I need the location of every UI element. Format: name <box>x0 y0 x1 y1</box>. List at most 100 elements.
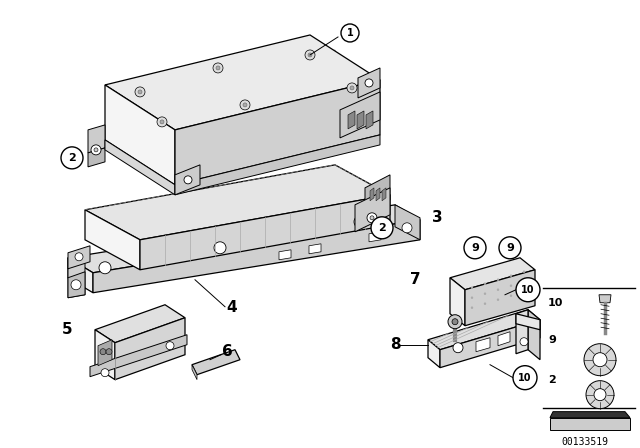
Circle shape <box>99 262 111 274</box>
Circle shape <box>484 283 486 285</box>
Polygon shape <box>450 278 465 326</box>
Polygon shape <box>366 111 373 129</box>
Polygon shape <box>175 80 380 185</box>
Circle shape <box>497 289 499 291</box>
Polygon shape <box>365 175 390 213</box>
Circle shape <box>71 280 81 290</box>
Circle shape <box>106 349 112 355</box>
Circle shape <box>350 86 354 90</box>
Polygon shape <box>370 188 374 201</box>
Circle shape <box>523 271 525 273</box>
Circle shape <box>513 366 537 390</box>
Polygon shape <box>68 258 93 293</box>
Polygon shape <box>115 318 185 379</box>
Polygon shape <box>465 270 535 326</box>
Circle shape <box>484 293 486 295</box>
Circle shape <box>75 253 83 261</box>
Circle shape <box>243 103 247 107</box>
Circle shape <box>499 237 521 259</box>
Polygon shape <box>98 340 112 366</box>
Circle shape <box>593 353 607 367</box>
Polygon shape <box>599 295 611 303</box>
Circle shape <box>138 90 142 94</box>
Polygon shape <box>88 148 105 167</box>
Circle shape <box>100 349 106 355</box>
Circle shape <box>240 100 250 110</box>
Polygon shape <box>175 135 380 195</box>
Polygon shape <box>192 365 197 379</box>
Circle shape <box>497 279 499 281</box>
Polygon shape <box>498 332 510 346</box>
Polygon shape <box>376 188 380 201</box>
Circle shape <box>464 237 486 259</box>
Polygon shape <box>550 412 630 418</box>
Circle shape <box>216 66 220 70</box>
Text: 5: 5 <box>62 322 72 337</box>
Polygon shape <box>140 195 390 270</box>
Polygon shape <box>85 210 140 270</box>
Circle shape <box>484 303 486 305</box>
Polygon shape <box>68 205 420 273</box>
Circle shape <box>471 287 473 289</box>
Circle shape <box>347 83 357 93</box>
Circle shape <box>370 216 374 220</box>
Polygon shape <box>550 418 630 430</box>
Circle shape <box>523 281 525 283</box>
Circle shape <box>453 343 463 353</box>
Text: 7: 7 <box>410 272 420 287</box>
Text: 9: 9 <box>471 243 479 253</box>
Polygon shape <box>476 338 490 352</box>
Text: 10: 10 <box>521 285 535 295</box>
Text: 2: 2 <box>68 153 76 163</box>
Text: 00133519: 00133519 <box>561 437 609 447</box>
Circle shape <box>586 381 614 409</box>
Circle shape <box>402 223 412 233</box>
Circle shape <box>166 342 174 350</box>
Text: 6: 6 <box>222 344 233 359</box>
Circle shape <box>214 242 226 254</box>
Polygon shape <box>440 320 540 368</box>
Circle shape <box>510 285 512 287</box>
Circle shape <box>91 145 101 155</box>
Polygon shape <box>358 68 380 98</box>
Circle shape <box>160 120 164 124</box>
Circle shape <box>594 389 606 401</box>
Polygon shape <box>382 188 386 201</box>
Circle shape <box>510 295 512 297</box>
Text: 1: 1 <box>347 28 353 38</box>
Polygon shape <box>528 310 540 360</box>
Circle shape <box>448 315 462 329</box>
Polygon shape <box>395 205 420 240</box>
Polygon shape <box>355 188 390 232</box>
Circle shape <box>308 53 312 57</box>
Text: 2: 2 <box>378 223 386 233</box>
Circle shape <box>471 307 473 309</box>
Circle shape <box>101 369 109 377</box>
Polygon shape <box>105 85 175 185</box>
Polygon shape <box>105 140 175 195</box>
Polygon shape <box>369 232 381 242</box>
Circle shape <box>61 147 83 169</box>
Circle shape <box>523 291 525 293</box>
Circle shape <box>305 50 315 60</box>
Polygon shape <box>516 310 528 354</box>
Polygon shape <box>428 310 540 350</box>
Circle shape <box>184 176 192 184</box>
Polygon shape <box>357 111 364 129</box>
Circle shape <box>213 63 223 73</box>
Polygon shape <box>93 220 420 293</box>
Circle shape <box>520 338 528 346</box>
Polygon shape <box>192 350 240 375</box>
Text: 4: 4 <box>226 300 237 315</box>
Circle shape <box>371 217 393 239</box>
Text: 9: 9 <box>506 243 514 253</box>
Circle shape <box>94 148 98 152</box>
Polygon shape <box>309 244 321 254</box>
Polygon shape <box>88 125 105 153</box>
Polygon shape <box>85 165 390 240</box>
Circle shape <box>510 275 512 277</box>
Polygon shape <box>428 340 440 368</box>
Text: 2: 2 <box>548 375 556 385</box>
Text: 10: 10 <box>548 298 563 308</box>
Polygon shape <box>516 314 540 330</box>
